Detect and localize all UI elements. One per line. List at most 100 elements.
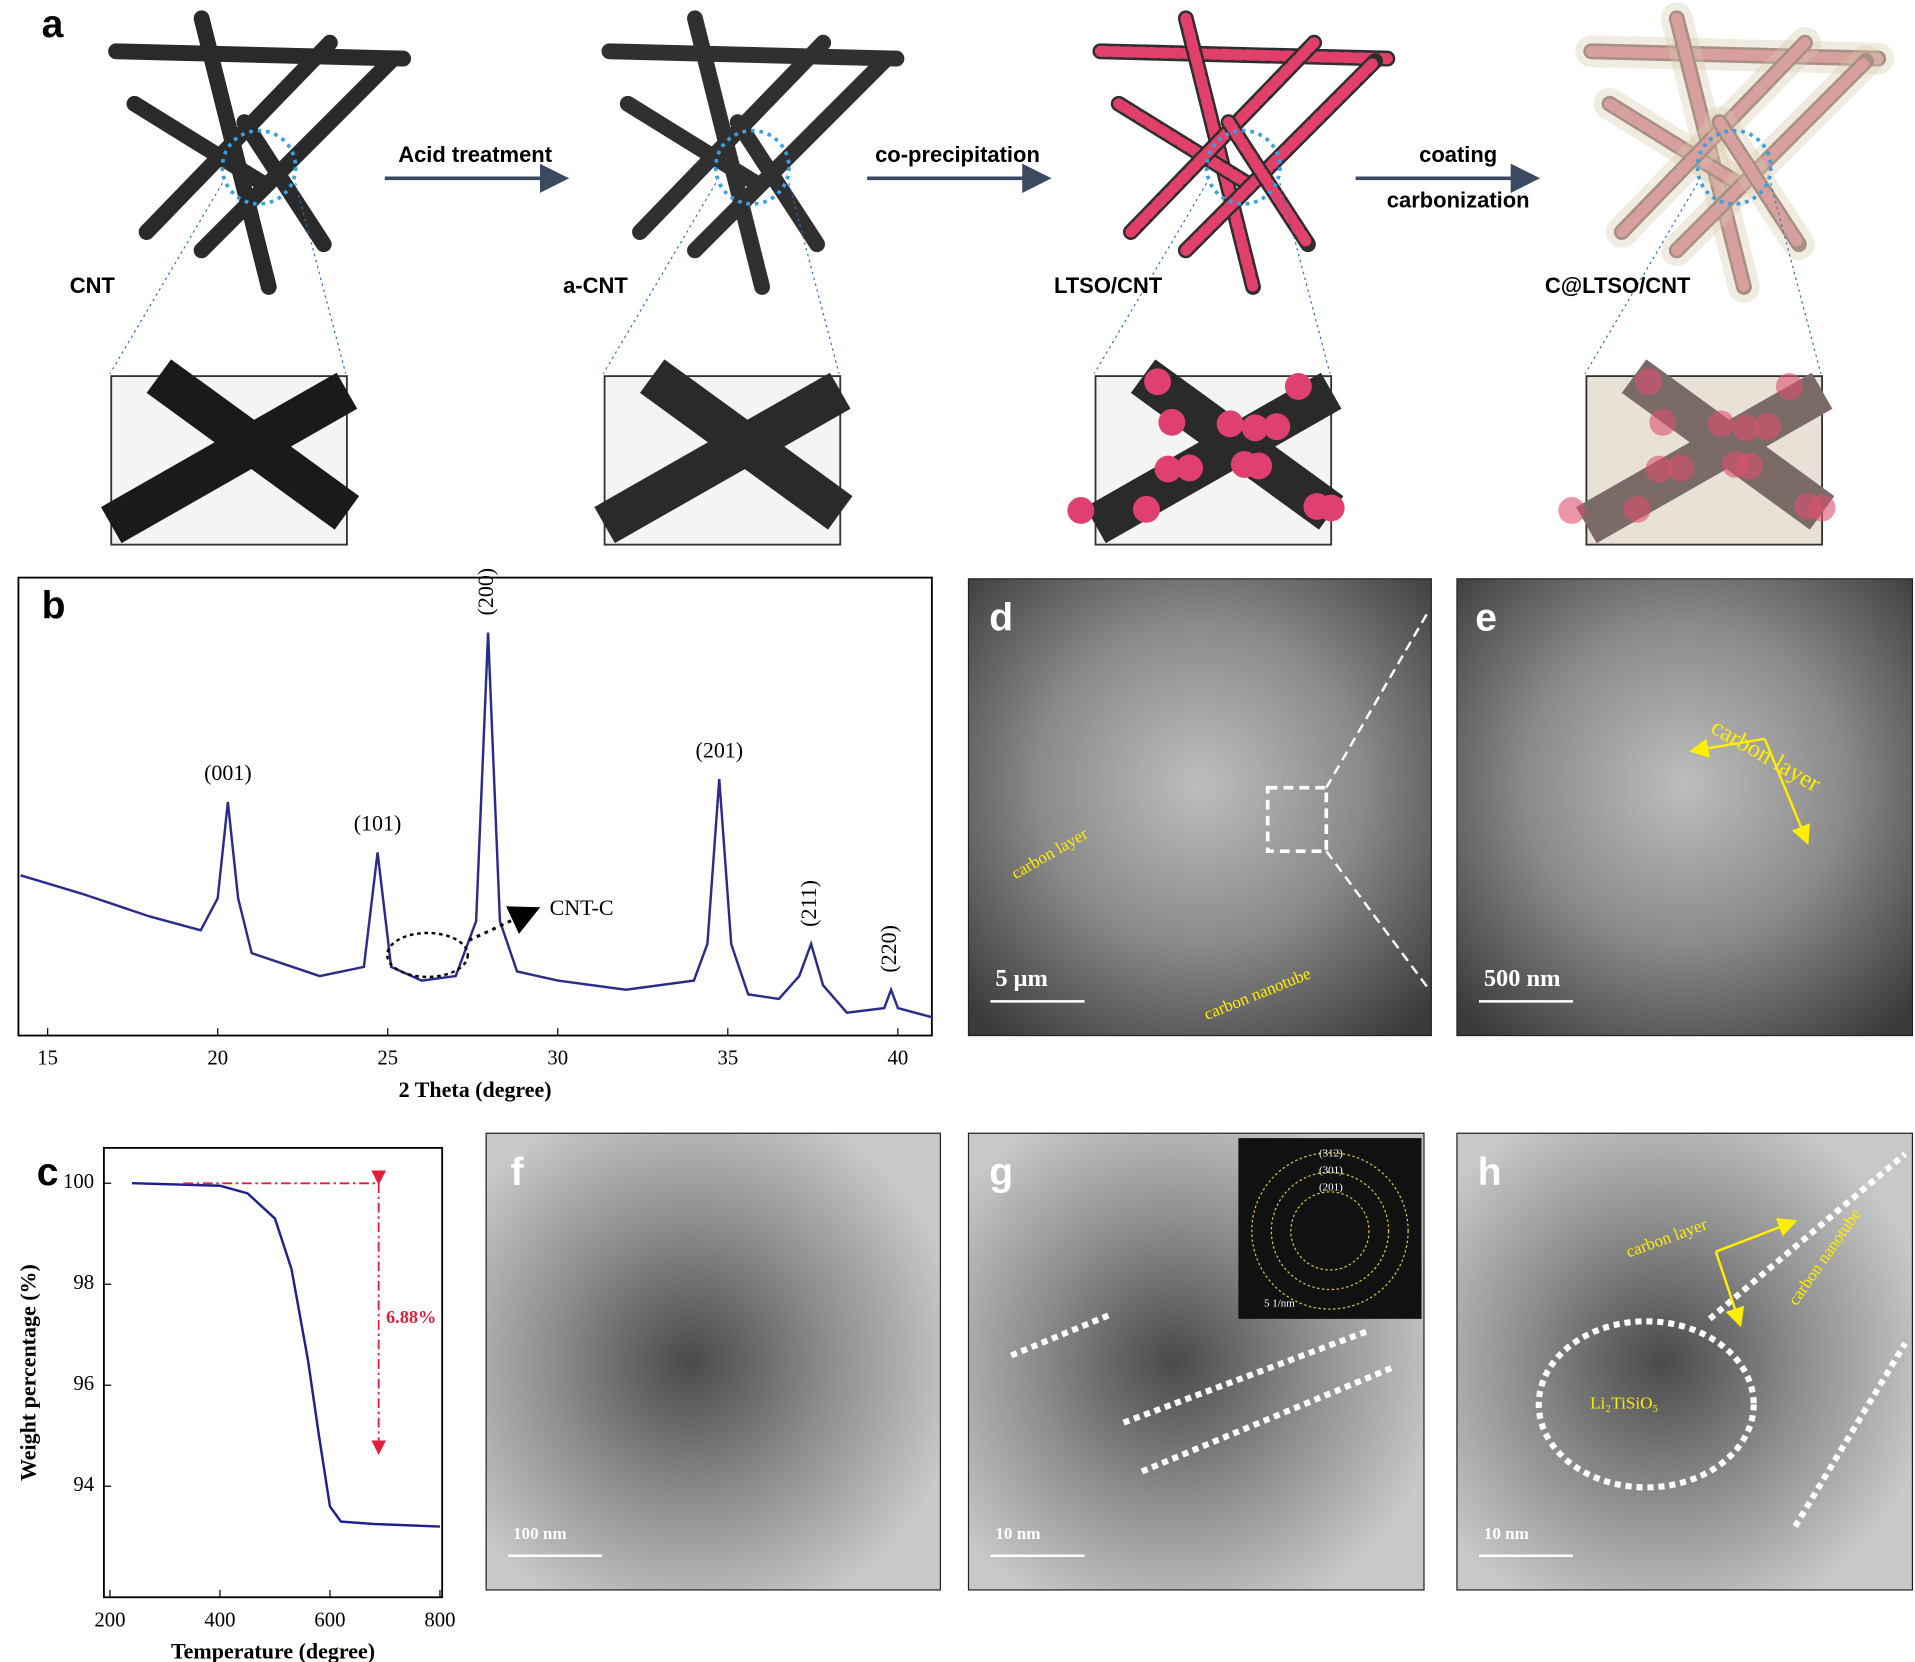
dashed-edge: [1140, 1364, 1394, 1475]
annotation-arrow: [1715, 1218, 1798, 1253]
zoom-line: [788, 183, 840, 374]
callout-arrow: [468, 906, 541, 942]
step-label: a-CNT: [563, 273, 628, 298]
carbon-shell: [1703, 106, 1815, 261]
process-label: co-precipitation: [875, 142, 1040, 167]
micrograph: [967, 578, 1432, 1037]
annotation-arrow: [1689, 737, 1765, 758]
carbon-shell: [1575, 35, 1895, 75]
inset-label: 5 1/nm: [1264, 1298, 1295, 1310]
zoom-circle: [713, 128, 791, 206]
inset-label: (312): [1319, 1148, 1343, 1160]
particle-coating: [1671, 55, 1872, 256]
carbon-shell: [1660, 2, 1760, 303]
nanotube-rod: [632, 34, 832, 240]
particle: [1558, 497, 1586, 524]
particle: [1635, 368, 1662, 396]
dashed-edge: [1707, 1151, 1908, 1322]
zoom-circle: [1204, 128, 1282, 206]
particle-coating: [1180, 55, 1381, 256]
scale-bar-label: 100 nm: [513, 1524, 567, 1543]
nanotube-rod: [193, 53, 399, 259]
particle-coating: [1616, 37, 1811, 238]
particle: [1176, 454, 1204, 482]
carbon-shell: [1605, 26, 1821, 248]
dashed-outline: [1535, 1318, 1757, 1491]
process-label: Acid treatment: [398, 142, 552, 167]
zoom-line: [602, 182, 717, 374]
particle: [1775, 373, 1803, 400]
dashed-edge: [1010, 1312, 1111, 1359]
particle: [1667, 454, 1694, 482]
nanotube-rod: [687, 10, 771, 295]
particle-coating: [1125, 37, 1320, 238]
particle-coating: [1113, 98, 1253, 189]
peak-label: (201): [696, 737, 744, 762]
plot-frame: [17, 576, 933, 1037]
panel-label: d: [989, 597, 1013, 640]
scale-bar-label: 10 nm: [1484, 1524, 1529, 1543]
particle: [1154, 455, 1182, 483]
x-tick-label: 35: [717, 1048, 738, 1070]
micrograph: [485, 1132, 942, 1591]
peak-label: (200): [473, 568, 498, 616]
inset-label: (201): [1319, 1182, 1343, 1194]
nanotube-rod: [619, 95, 764, 192]
particle-coating: [1180, 12, 1259, 293]
inset-label: (301): [1319, 1165, 1343, 1177]
x-tick-label: 20: [207, 1048, 228, 1070]
callout-ellipse: [385, 931, 470, 979]
x-tick-label: 400: [204, 1609, 235, 1631]
panel-label: a: [42, 3, 64, 46]
diffraction-ring: [1251, 1152, 1409, 1310]
particle-coating: [1223, 116, 1314, 250]
particle: [1736, 452, 1763, 480]
zoom-circle: [1695, 128, 1773, 206]
process-label: coating: [1419, 142, 1497, 167]
annotation: Li₂TiSiO₅: [1590, 1393, 1658, 1412]
nanotube-rod: [601, 43, 905, 67]
particle: [1317, 494, 1345, 522]
particle: [1754, 413, 1782, 441]
panel-label: c: [37, 1151, 59, 1194]
annotation-arrow: [1763, 738, 1810, 845]
zoom-line: [1279, 183, 1331, 374]
y-tick-label: 98: [73, 1272, 94, 1294]
nanotube-rod: [193, 10, 277, 295]
zoom-line: [1325, 850, 1430, 990]
peak-label: (220): [876, 925, 901, 973]
panel-label: b: [42, 584, 66, 627]
panel-label: f: [511, 1151, 525, 1194]
panel-label: g: [989, 1151, 1013, 1194]
zoom-line: [295, 183, 347, 374]
inset-rod: [146, 359, 360, 530]
particle: [1263, 413, 1291, 441]
x-tick-label: 40: [887, 1048, 908, 1070]
zoom-line: [1584, 182, 1699, 374]
data-line: [131, 1181, 441, 1528]
x-tick-label: 600: [314, 1609, 345, 1631]
step-label: C@LTSO/CNT: [1545, 273, 1691, 298]
inset-rod: [1130, 359, 1344, 530]
particle: [1645, 455, 1673, 483]
particle: [1623, 495, 1651, 523]
x-axis-label: Temperature (degree): [171, 1638, 375, 1662]
x-tick-label: 30: [547, 1048, 568, 1070]
particle-coating: [1671, 12, 1750, 293]
inset-rod: [639, 359, 853, 530]
y-tick-label: 96: [73, 1373, 94, 1395]
y-axis-label: Weight percentage (%): [16, 1264, 41, 1481]
carbon-shell: [1660, 45, 1882, 267]
x-tick-label: 15: [37, 1048, 58, 1070]
annotation-arrow: [1714, 1251, 1745, 1328]
y-tick-label: 94: [73, 1474, 94, 1496]
nanotube-rod: [126, 95, 271, 192]
zoom-line: [109, 182, 223, 374]
particle: [1649, 408, 1677, 436]
diffraction-inset: [1238, 1138, 1422, 1319]
particle: [1808, 494, 1836, 522]
particle-coating: [1094, 45, 1393, 65]
x-tick-label: 800: [424, 1609, 455, 1631]
panel-label: e: [1475, 597, 1497, 640]
process-label: carbonization: [1387, 187, 1530, 212]
